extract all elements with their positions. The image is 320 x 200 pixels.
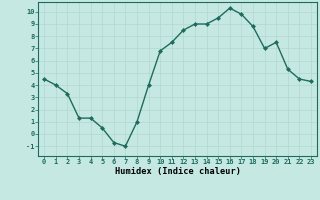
X-axis label: Humidex (Indice chaleur): Humidex (Indice chaleur) xyxy=(115,167,241,176)
